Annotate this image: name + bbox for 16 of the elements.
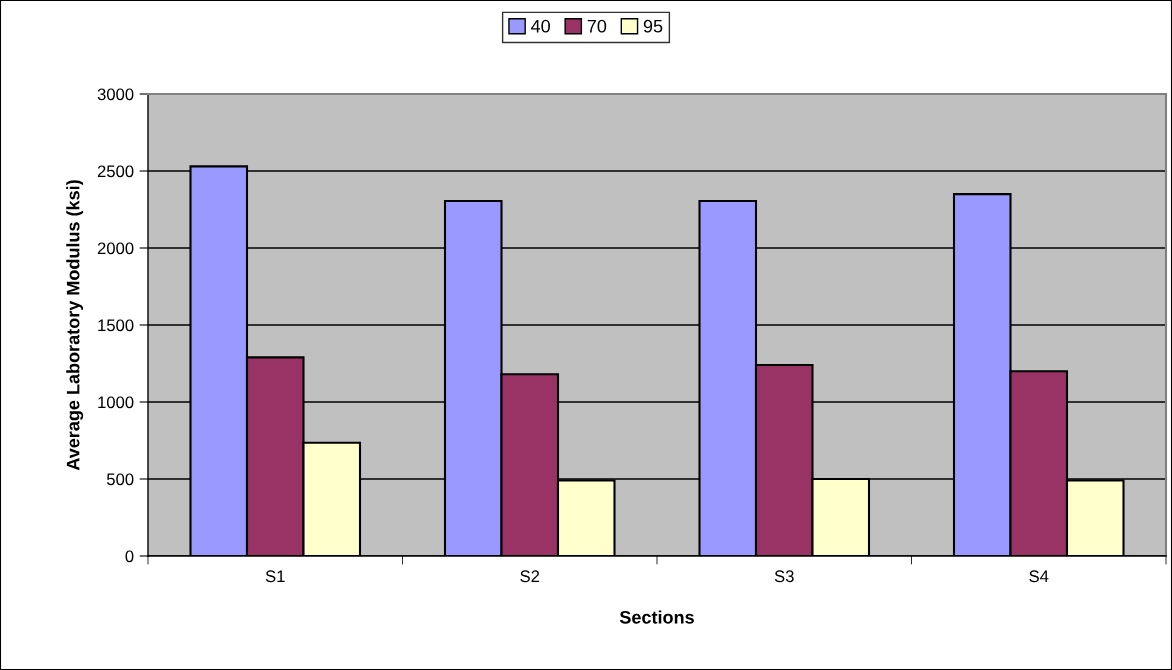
y-tick-label: 0 [125, 550, 134, 563]
x-axis-title: Sections [619, 610, 694, 624]
x-tick-label: S3 [774, 570, 794, 583]
legend-label: 70 [587, 19, 607, 33]
legend-label: 95 [643, 19, 663, 33]
y-tick-label: 500 [106, 473, 134, 486]
y-tick-label: 2500 [97, 165, 134, 178]
y-tick-label: 1500 [98, 319, 134, 332]
y-tick-label: 2000 [97, 242, 134, 255]
y-axis-title: Average Laboratory Modulus (ksi) [66, 180, 84, 471]
legend-label: 40 [531, 19, 550, 33]
y-tick-label: 3000 [97, 88, 134, 101]
y-tick-label: 1000 [98, 396, 134, 409]
x-tick-label: S1 [265, 570, 285, 583]
x-tick-label: S2 [520, 570, 540, 583]
x-tick-label: S4 [1029, 570, 1049, 583]
